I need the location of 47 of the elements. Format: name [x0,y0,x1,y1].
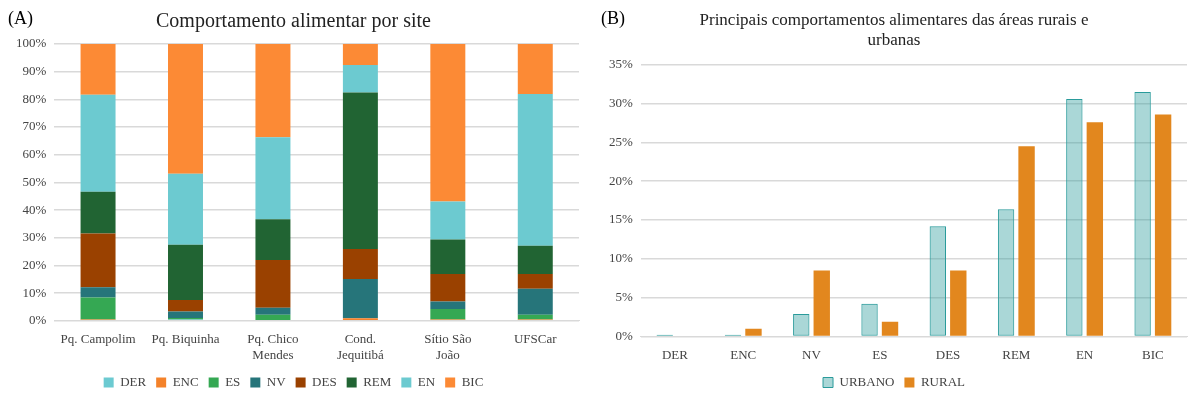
text: (A) [8,7,33,29]
y-tick-label: 25% [608,133,633,149]
chart-title: Principais comportamentos alimentares das áreas rurais e urbanas [699,9,1089,50]
y-tick-label: 5% [615,289,633,305]
y-tick-label: 20% [22,256,47,272]
y-tick-label: 70% [22,118,47,134]
y-tick-label: 80% [22,90,47,106]
x-tick-label: BIC [1142,346,1164,362]
legend-label: EN [417,373,436,389]
legend-label: DES [312,373,337,389]
legend-label: NV [266,373,287,389]
x-tick-label: UFSCar [513,331,558,347]
y-tick-label: 35% [608,56,633,72]
y-tick-label: 30% [608,95,633,111]
y-tick-label: 0% [28,312,47,328]
y-tick-label: 90% [22,63,47,79]
x-tick-label: REM [1002,346,1031,362]
chart-title: Comportamento alimentar por site [156,9,432,33]
x-tick-label: NV [802,346,822,362]
legend-label: ENC [172,373,199,389]
x-tick-label: Sítio São João [424,331,472,362]
y-tick-label: 10% [608,250,633,266]
x-tick-label: EN [1075,346,1094,362]
legend-label: DER [120,373,147,389]
y-tick-label: 0% [615,327,633,343]
y-tick-label: 40% [22,201,47,217]
x-tick-label: DER [661,346,689,362]
y-tick-label: 10% [22,284,47,300]
x-tick-label: Pq. Biquinha [151,331,220,347]
x-tick-label: Cond. Jequitibá [336,331,385,362]
x-tick-label: Pq. Campolim [60,331,136,347]
x-tick-label: ES [872,346,888,362]
y-tick-label: 60% [22,146,47,162]
text: (B) [601,7,625,29]
y-tick-label: 50% [22,173,47,189]
legend-label: RURAL [920,373,966,389]
y-tick-label: 20% [608,172,633,188]
legend-label: ES [225,373,241,389]
y-tick-label: 100% [15,35,47,51]
legend-label: REM [363,373,392,389]
legend-label: BIC [461,373,484,389]
x-tick-label: ENC [730,346,757,362]
y-tick-label: 30% [22,229,47,245]
x-tick-label: DES [935,346,961,362]
x-tick-label: Pq. Chico Mendes [247,331,299,362]
legend-label: URBANO [839,373,895,389]
y-tick-label: 15% [608,211,633,227]
